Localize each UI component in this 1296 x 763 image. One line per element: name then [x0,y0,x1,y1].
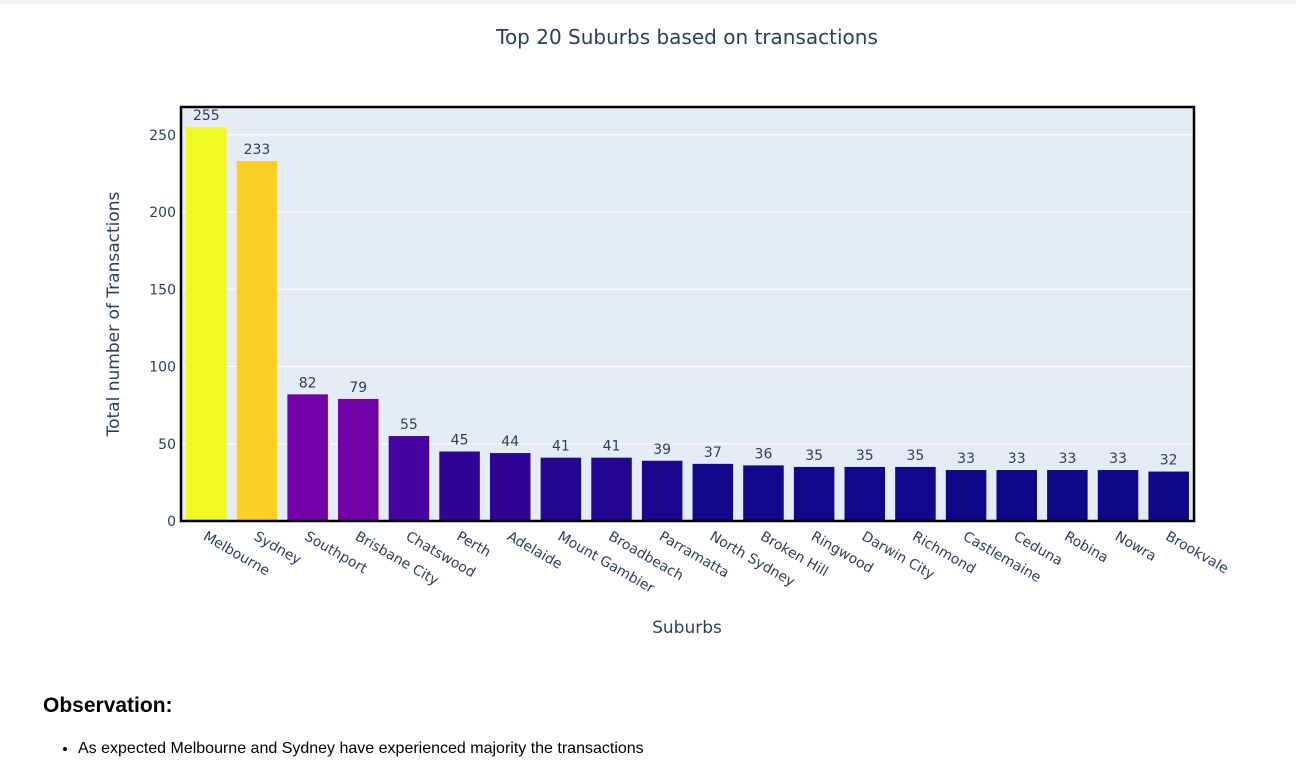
bar [1097,470,1139,521]
bar [540,457,582,521]
observation-item: As expected Melbourne and Sydney have ex… [78,738,644,760]
y-tick-label: 250 [149,128,176,144]
observation-list: As expected Melbourne and Sydney have ex… [0,738,644,760]
bar-chart: Top 20 Suburbs based on transactions 255… [104,25,1231,638]
x-tick-label: North Sydney [707,529,798,591]
y-gridlines [181,134,1194,445]
bar [388,436,430,521]
data-label: 35 [907,448,925,464]
bar [692,463,734,521]
data-label: 32 [1160,453,1178,469]
bar [996,470,1037,521]
y-tick-label: 200 [149,205,176,221]
data-label: 33 [957,451,975,467]
bar [743,465,784,521]
bar [338,398,379,521]
bar [1047,470,1088,521]
data-label: 82 [299,375,317,391]
x-axis-label: Suburbs [652,618,722,638]
data-label: 55 [400,417,418,433]
y-axis-ticks: 0 50 100 150 200 250 [149,128,176,530]
plot-frame [179,105,1196,523]
bars [186,127,1189,521]
y-tick-label: 50 [158,437,176,453]
data-label: 33 [1008,451,1026,467]
x-tick-label: Nowra [1112,529,1159,565]
data-labels: 255 233 82 79 55 45 44 41 41 39 37 36 35 35 35 33 33 33 33… [193,108,1178,468]
top-divider [0,0,1296,4]
data-label: 44 [501,434,519,450]
bar [945,470,987,521]
x-tick-label: Robina [1061,529,1110,567]
bar [844,466,886,521]
bar [489,453,531,521]
observation-heading: Observation: [43,694,173,717]
data-label: 33 [1109,451,1127,467]
data-label: 36 [755,446,773,462]
bar [236,161,278,521]
y-tick-label: 100 [149,360,176,376]
data-label: 233 [244,142,271,158]
bar [439,451,480,521]
y-tick-label: 150 [149,282,176,298]
bar [793,466,835,521]
data-label: 41 [603,439,621,455]
bar [186,127,227,521]
bar [641,460,683,521]
y-axis-label: Total number of Transactions [104,191,124,437]
data-label: 45 [451,432,469,448]
bar [895,466,936,521]
data-label: 33 [1058,451,1076,467]
x-tick-label: Adelaide [504,529,565,573]
bar [1148,471,1189,521]
bar [287,394,328,521]
plot-area [181,107,1194,521]
data-label: 39 [653,442,671,458]
data-label: 35 [805,448,823,464]
y-tick-label: 0 [167,514,176,530]
data-label: 79 [349,380,367,396]
data-label: 255 [193,108,220,124]
data-label: 35 [856,448,874,464]
data-label: 37 [704,445,722,461]
data-label: 41 [552,439,570,455]
x-tick-label: Brookvale [1163,529,1231,578]
chart-title: Top 20 Suburbs based on transactions [495,25,878,49]
bar [591,457,632,521]
